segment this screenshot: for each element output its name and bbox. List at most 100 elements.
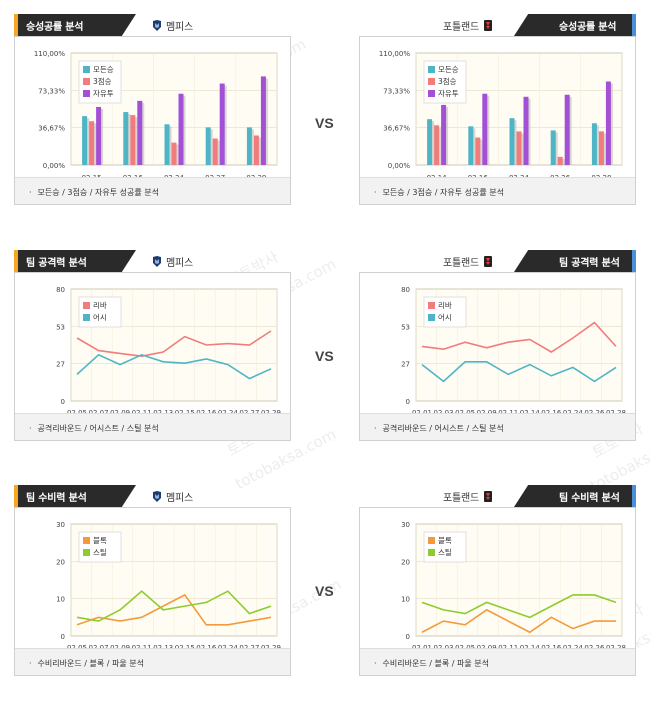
y-tick-label: 0 (61, 398, 65, 406)
header-bar (514, 485, 632, 507)
x-tick-label: 02,03 (434, 409, 454, 413)
legend-label: 자유투 (438, 89, 459, 98)
bar (260, 76, 266, 165)
series-line (421, 321, 617, 353)
x-tick-label: 02,16 (468, 174, 489, 177)
bar (482, 93, 488, 165)
legend-label: 어시 (438, 312, 452, 322)
x-tick-label: 02,29 (261, 644, 281, 648)
legend-label: 스틸 (93, 548, 107, 557)
bullet-icon: · (29, 424, 32, 433)
bullet-icon: · (374, 424, 377, 433)
bar (523, 96, 529, 165)
portland-logo-icon (483, 20, 493, 31)
legend-swatch (428, 537, 435, 544)
header-accent (632, 485, 636, 507)
y-tick-label: 80 (56, 286, 65, 294)
y-tick-label: 10 (401, 596, 410, 604)
y-tick-label: 80 (401, 286, 410, 294)
x-tick-label: 02,14 (520, 644, 541, 648)
y-tick-label: 0,00% (388, 162, 411, 170)
x-tick-label: 02,11 (498, 644, 518, 648)
x-tick-label: 02,24 (164, 174, 185, 177)
panel-header: 팀 공격력 분석 멤피스 (14, 250, 291, 272)
x-tick-label: 02,14 (427, 174, 448, 177)
x-tick-label: 02,24 (218, 644, 239, 648)
legend-swatch (428, 78, 435, 85)
bar (427, 119, 433, 165)
x-tick-label: 02,15 (175, 644, 195, 648)
panel-title: 팀 공격력 분석 (559, 258, 620, 269)
chart-box: 0 10 20 30 02,01 02,03 02,05 02,09 02,11 02,14 02,… (359, 507, 636, 676)
bar-chart: 0,00% 36,67% 73,33% 110,00% 02,14 02,16 02,24 0… (379, 50, 623, 177)
bullet-icon: · (29, 188, 32, 197)
x-tick-label: 02,24 (218, 409, 239, 413)
x-tick-label: 02,13 (153, 644, 173, 648)
header-bar (18, 485, 136, 507)
legend-swatch (428, 302, 435, 309)
legend-swatch (83, 90, 90, 97)
header-accent (632, 250, 636, 272)
bar (509, 118, 515, 165)
footer-text: 공격리바운드 / 어시스트 / 스틸 분석 (382, 424, 504, 433)
y-tick-label: 20 (56, 558, 65, 566)
legend-label: 어시 (93, 312, 107, 322)
x-tick-label: 02,15 (175, 409, 195, 413)
team-name: 포틀랜드 (443, 493, 479, 504)
bar (212, 138, 218, 165)
x-tick-label: 02,11 (498, 409, 518, 413)
panel-title: 팀 수비력 분석 (559, 493, 620, 504)
x-tick-label: 02,28 (606, 644, 626, 648)
x-tick-label: 02,27 (239, 644, 259, 648)
legend-swatch (428, 549, 435, 556)
vs-label: VS (315, 348, 334, 364)
x-tick-label: 02,05 (455, 409, 475, 413)
x-tick-label: 02,28 (606, 409, 626, 413)
x-tick-label: 02,27 (239, 409, 259, 413)
x-tick-label: 02,03 (434, 644, 454, 648)
series-line (421, 594, 617, 619)
bar (605, 81, 611, 165)
memphis-logo-icon (152, 256, 162, 267)
legend-label: 모든승 (438, 65, 459, 74)
y-tick-label: 53 (56, 323, 65, 331)
bar (82, 116, 88, 165)
vs-label: VS (315, 583, 334, 599)
bullet-icon: · (29, 659, 32, 668)
team-label: 포틀랜드 (443, 254, 493, 269)
y-tick-label: 73,33% (383, 87, 410, 95)
chart-box: 0,00% 36,67% 73,33% 110,00% 02,15 02,16 02,24 0… (14, 36, 291, 205)
legend-swatch (428, 66, 435, 73)
x-tick-label: 02,16 (541, 644, 562, 648)
panel-memphis-offense: 팀 공격력 분석 멤피스 0 27 53 80 02,05 02,07 02,09 02,11… (14, 250, 291, 441)
x-tick-label: 02,26 (584, 409, 605, 413)
x-tick-label: 02,26 (550, 174, 571, 177)
series-line (76, 353, 272, 380)
bar (441, 104, 447, 165)
legend-swatch (428, 314, 435, 321)
team-name: 멤피스 (166, 258, 193, 269)
x-tick-label: 02,24 (563, 409, 584, 413)
panel-footer: · 수비리바운드 / 블록 / 파울 분석 (15, 648, 290, 675)
footer-text: 수비리바운드 / 블록 / 파울 분석 (382, 659, 489, 668)
y-tick-label: 27 (401, 361, 410, 369)
bar (89, 121, 95, 165)
bar-chart: 0,00% 36,67% 73,33% 110,00% 02,15 02,16 02,24 0… (34, 50, 278, 177)
bar (253, 135, 259, 165)
x-tick-label: 02,11 (132, 644, 152, 648)
panel-footer: · 공격리바운드 / 어시스트 / 스틸 분석 (15, 413, 290, 440)
legend-swatch (83, 78, 90, 85)
legend-label: 블록 (438, 536, 452, 545)
x-tick-label: 02,16 (123, 174, 144, 177)
legend-label: 자유투 (93, 89, 114, 98)
bar (178, 93, 184, 165)
y-tick-label: 27 (56, 361, 65, 369)
panel-memphis-defense: 팀 수비력 분석 멤피스 0 10 20 30 02,05 02,07 02,09 02,11… (14, 485, 291, 676)
legend-swatch (83, 314, 90, 321)
chart-box: 0 10 20 30 02,05 02,07 02,09 02,11 02,13 02,15 02,… (14, 507, 291, 676)
header-bar (514, 250, 632, 272)
x-tick-label: 02,05 (455, 644, 475, 648)
chart-box: 0 27 53 80 02,01 02,03 02,05 02,09 02,11 02,14 02,… (359, 272, 636, 441)
